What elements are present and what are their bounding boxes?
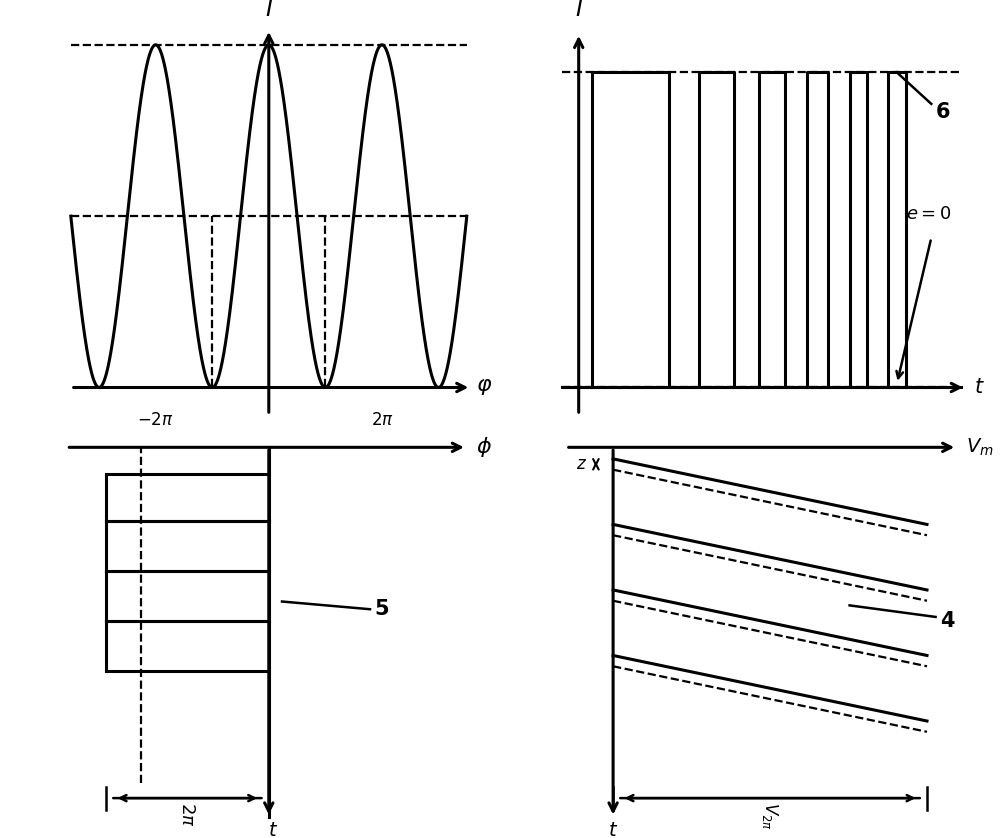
Text: $t$: $t$ xyxy=(268,821,278,838)
Text: $I$: $I$ xyxy=(575,0,583,21)
Text: $2\pi$: $2\pi$ xyxy=(178,802,196,826)
Text: $t$: $t$ xyxy=(974,377,985,397)
Text: 5: 5 xyxy=(374,599,389,619)
Text: $\phi$: $\phi$ xyxy=(476,435,492,459)
Text: $2\pi$: $2\pi$ xyxy=(371,411,393,429)
Text: $\varphi$: $\varphi$ xyxy=(476,377,492,397)
Text: $V_m$: $V_m$ xyxy=(966,437,993,458)
Text: $e = 0$: $e = 0$ xyxy=(906,205,951,223)
Text: $I$: $I$ xyxy=(265,0,273,21)
Text: 4: 4 xyxy=(940,611,954,631)
Text: 6: 6 xyxy=(936,101,950,122)
Text: $-2\pi$: $-2\pi$ xyxy=(137,411,174,429)
Text: $t$: $t$ xyxy=(608,821,618,838)
Text: $V_{2\pi}$: $V_{2\pi}$ xyxy=(760,802,780,830)
Text: $z$: $z$ xyxy=(576,455,587,473)
